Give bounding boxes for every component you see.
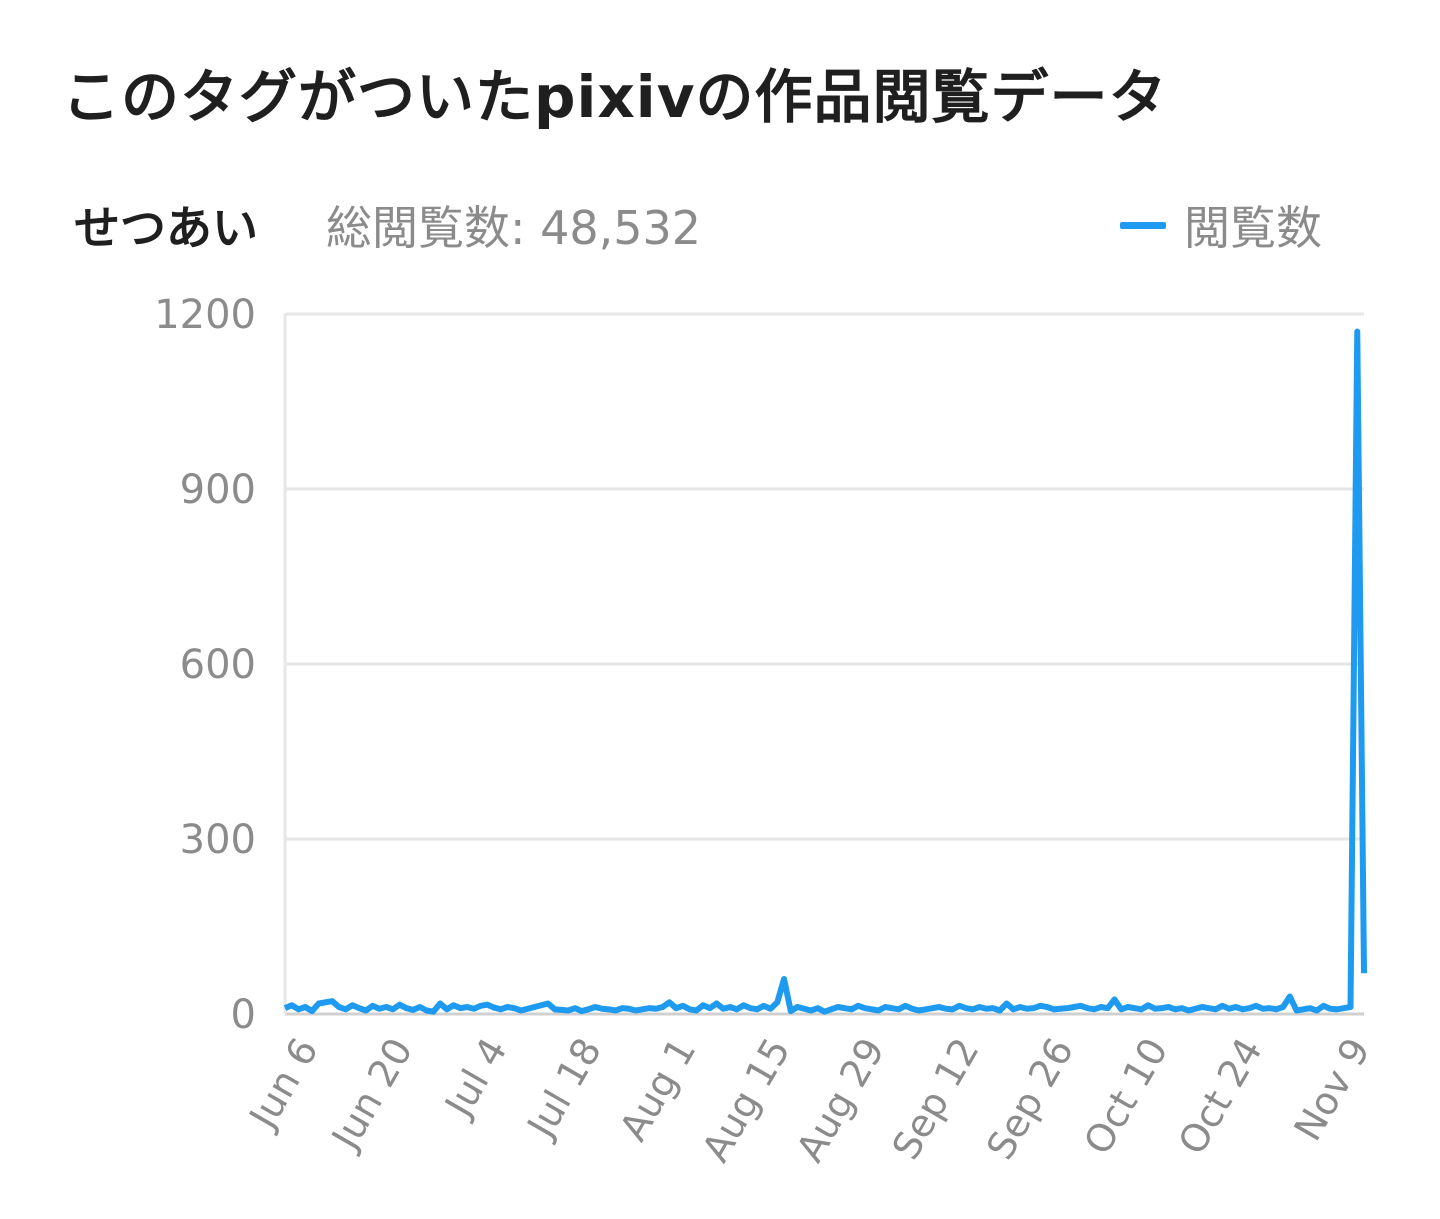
y-tick-label: 900 bbox=[180, 467, 256, 513]
series-group bbox=[283, 328, 1367, 1015]
tag-name: せつあい bbox=[74, 201, 258, 255]
y-tick-label: 300 bbox=[180, 817, 256, 863]
x-tick-label: Oct 24 bbox=[1170, 1031, 1271, 1162]
legend-swatch bbox=[1120, 221, 1166, 229]
grid-lines bbox=[283, 312, 1364, 1016]
x-tick-label: Jun 6 bbox=[240, 1031, 327, 1138]
x-tick-label: Aug 29 bbox=[788, 1031, 893, 1170]
y-axis-ticks: 0 300 600 900 1200 bbox=[154, 292, 256, 1038]
x-tick-label: Aug 15 bbox=[693, 1031, 798, 1170]
chart-legend: 閲覧数 bbox=[1120, 192, 1322, 258]
x-tick-label: Sep 26 bbox=[978, 1031, 1082, 1167]
legend-label: 閲覧数 bbox=[1184, 201, 1322, 255]
total-views: 総閲覧数: 48,532 bbox=[326, 201, 702, 255]
y-tick-label: 0 bbox=[231, 992, 256, 1038]
x-tick-label: Jul 18 bbox=[518, 1031, 610, 1147]
series-line-views bbox=[283, 328, 1367, 1015]
x-tick-label: Aug 1 bbox=[611, 1031, 704, 1149]
y-tick-label: 600 bbox=[180, 642, 256, 688]
x-tick-label: Nov 9 bbox=[1286, 1031, 1379, 1149]
x-tick-label: Jun 20 bbox=[322, 1031, 421, 1158]
y-tick-label: 1200 bbox=[154, 292, 256, 338]
page-title: このタグがついたpixivの作品閲覧データ bbox=[62, 63, 1168, 131]
x-tick-label: Jul 4 bbox=[435, 1031, 515, 1126]
x-tick-label: Oct 10 bbox=[1075, 1031, 1176, 1162]
x-tick-label: Sep 12 bbox=[884, 1031, 988, 1167]
